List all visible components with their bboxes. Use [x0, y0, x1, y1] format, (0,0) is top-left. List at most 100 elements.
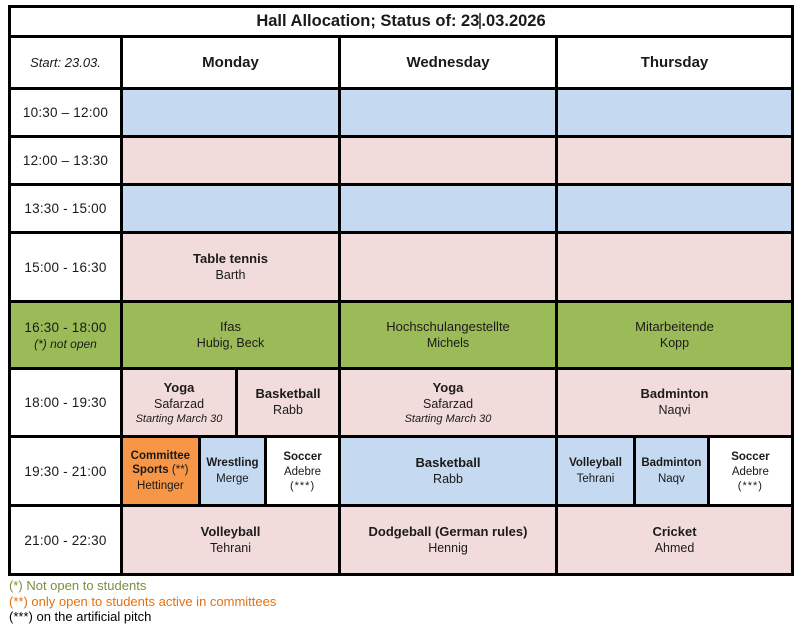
cell-yoga[interactable]: Yoga Safarzad Starting March 30 — [123, 370, 238, 435]
legend-marker: (***) — [9, 609, 33, 624]
day-column-thursday — [558, 234, 791, 300]
activity-name: Yoga — [163, 379, 195, 395]
empty-cell[interactable] — [341, 186, 555, 231]
day-column-monday — [123, 90, 341, 135]
empty-cell[interactable] — [123, 138, 338, 183]
day-column-thursday — [558, 186, 791, 231]
activity-name: Basketball — [255, 386, 321, 402]
cell-badminton[interactable]: Badminton Naqv — [635, 438, 710, 504]
time-note: (*) not open — [34, 336, 97, 351]
organizer-name: Safarzad — [153, 396, 205, 411]
time-range: 16:30 - 18:00 — [24, 319, 107, 335]
time-slot-label: 10:30 – 12:00 — [11, 90, 123, 135]
start-date-label: Start: 23.03. — [11, 38, 123, 87]
time-range: 15:00 - 16:30 — [24, 259, 107, 275]
day-column-wednesday: Dodgeball (German rules) Hennig — [341, 507, 558, 573]
day-column-wednesday: Basketball Rabb — [341, 438, 558, 504]
organizer-name: Hennig — [428, 540, 468, 555]
day-column-thursday: Cricket Ahmed — [558, 507, 791, 573]
activity-name: Committee Sports (**) — [130, 449, 191, 477]
cell-footnote-marker: (***) — [289, 480, 316, 493]
empty-cell[interactable] — [341, 90, 555, 135]
activity-name: Basketball — [415, 454, 481, 470]
title-text-before-caret: Hall Allocation; Status of: 23 — [256, 12, 480, 30]
cell-soccer[interactable]: Soccer Adebre (***) — [267, 438, 338, 504]
cell-volleyball[interactable]: Volleyball Tehrani — [123, 507, 338, 573]
cell-volleyball[interactable]: Volleyball Tehrani — [558, 438, 636, 504]
activity-name: Volleyball — [569, 457, 622, 470]
cell-soccer[interactable]: Soccer Adebre (***) — [709, 438, 791, 504]
organizer-name: Barth — [215, 267, 246, 282]
organizer-name: Naqvi — [658, 403, 691, 418]
activity-name: Soccer — [731, 450, 770, 463]
organizer-name: Merge — [216, 472, 249, 485]
day-column-monday — [123, 186, 341, 231]
cell-table-tennis[interactable]: Table tennis Barth — [123, 234, 338, 300]
day-column-wednesday — [341, 138, 558, 183]
day-column-wednesday: Hochschulangestellte Michels — [341, 303, 558, 367]
day-column-thursday: Volleyball Tehrani Badminton Naqv Soccer Adeb… — [558, 438, 791, 504]
cell-cricket[interactable]: Cricket Ahmed — [558, 507, 791, 573]
day-column-wednesday — [341, 234, 558, 300]
time-range: 12:00 – 13:30 — [22, 153, 109, 168]
empty-cell[interactable] — [341, 234, 555, 300]
organizer-name: Adebre — [731, 466, 769, 478]
empty-cell[interactable] — [341, 138, 555, 183]
schedule-row: 16:30 - 18:00 (*) not open Ifas Hubig, Beck… — [11, 303, 791, 370]
organizer-name: Hubig, Beck — [196, 335, 265, 350]
cell-mitarbeitende[interactable]: Mitarbeitende Kopp — [558, 303, 791, 367]
day-column-monday: Committee Sports (**) Hettinger Wrestling M… — [123, 438, 341, 504]
day-column-monday — [123, 138, 341, 183]
organizer-name: Michels — [426, 335, 470, 350]
legend-text: on the artificial pitch — [36, 609, 152, 624]
empty-cell[interactable] — [558, 90, 791, 135]
day-header-thursday: Thursday — [640, 54, 709, 71]
cell-dodgeball-german-rules[interactable]: Dodgeball (German rules) Hennig — [341, 507, 555, 573]
cell-basketball[interactable]: Basketball Rabb — [341, 438, 555, 504]
day-column-monday: Table tennis Barth — [123, 234, 341, 300]
title-text-after-caret: .03.2026 — [481, 12, 546, 30]
day-column-wednesday — [341, 90, 558, 135]
schedule-rows: 10:30 – 12:00 12:00 – 13:30 13:30 - 15:00 1… — [11, 90, 791, 573]
empty-cell[interactable] — [123, 186, 338, 231]
cell-wrestling[interactable]: Wrestling Merge — [200, 438, 268, 504]
cell-hochschulangestellte[interactable]: Hochschulangestellte Michels — [341, 303, 555, 367]
activity-marker: (**) — [168, 464, 189, 477]
cell-ifas[interactable]: Ifas Hubig, Beck — [123, 303, 338, 367]
cell-basketball[interactable]: Basketball Rabb — [238, 370, 338, 435]
time-slot-label: 21:00 - 22:30 — [11, 507, 123, 573]
cell-committee-sports[interactable]: Committee Sports (**) Hettinger — [123, 438, 201, 504]
activity-name: Yoga — [432, 379, 464, 395]
activity-name: Wrestling — [206, 457, 259, 470]
empty-cell[interactable] — [558, 234, 791, 300]
time-range: 21:00 - 22:30 — [24, 532, 107, 548]
hall-allocation-table: Hall Allocation; Status of: 23.03.2026 S… — [8, 5, 794, 576]
text-caret — [479, 13, 482, 29]
legend-artificial-pitch: (***) on the artificial pitch — [9, 609, 276, 625]
activity-name: Cricket — [652, 523, 697, 539]
organizer-name: Ahmed — [654, 540, 695, 555]
activity-name: Table tennis — [193, 250, 268, 266]
time-slot-label: 13:30 - 15:00 — [11, 186, 123, 231]
cell-badminton[interactable]: Badminton Naqvi — [558, 370, 791, 435]
organizer-name: Safarzad — [422, 396, 474, 411]
empty-cell[interactable] — [123, 90, 338, 135]
cell-yoga[interactable]: Yoga Safarzad Starting March 30 — [341, 370, 555, 435]
day-column-thursday — [558, 138, 791, 183]
empty-cell[interactable] — [558, 186, 791, 231]
day-column-monday: Ifas Hubig, Beck — [123, 303, 341, 367]
cell-footnote-marker: (***) — [737, 480, 763, 493]
day-column-monday: Volleyball Tehrani — [123, 507, 341, 573]
activity-name: Badminton — [640, 386, 709, 402]
legend-text: Not open to students — [26, 578, 147, 593]
empty-cell[interactable] — [558, 138, 791, 183]
activity-name: Mitarbeitende — [635, 318, 714, 334]
page-title[interactable]: Hall Allocation; Status of: 23.03.2026 — [256, 12, 545, 31]
schedule-row: 15:00 - 16:30 Table tennis Barth — [11, 234, 791, 303]
legend-committee-students-only: (**) only open to students active in com… — [9, 594, 276, 610]
header-row: Start: 23.03. Monday Wednesday Thursday — [11, 38, 791, 90]
activity-name: Volleyball — [200, 523, 261, 539]
schedule-row: 21:00 - 22:30 Volleyball Tehrani Dodgeball … — [11, 507, 791, 573]
organizer-name: Adebre — [283, 466, 322, 478]
day-column-thursday: Mitarbeitende Kopp — [558, 303, 791, 367]
